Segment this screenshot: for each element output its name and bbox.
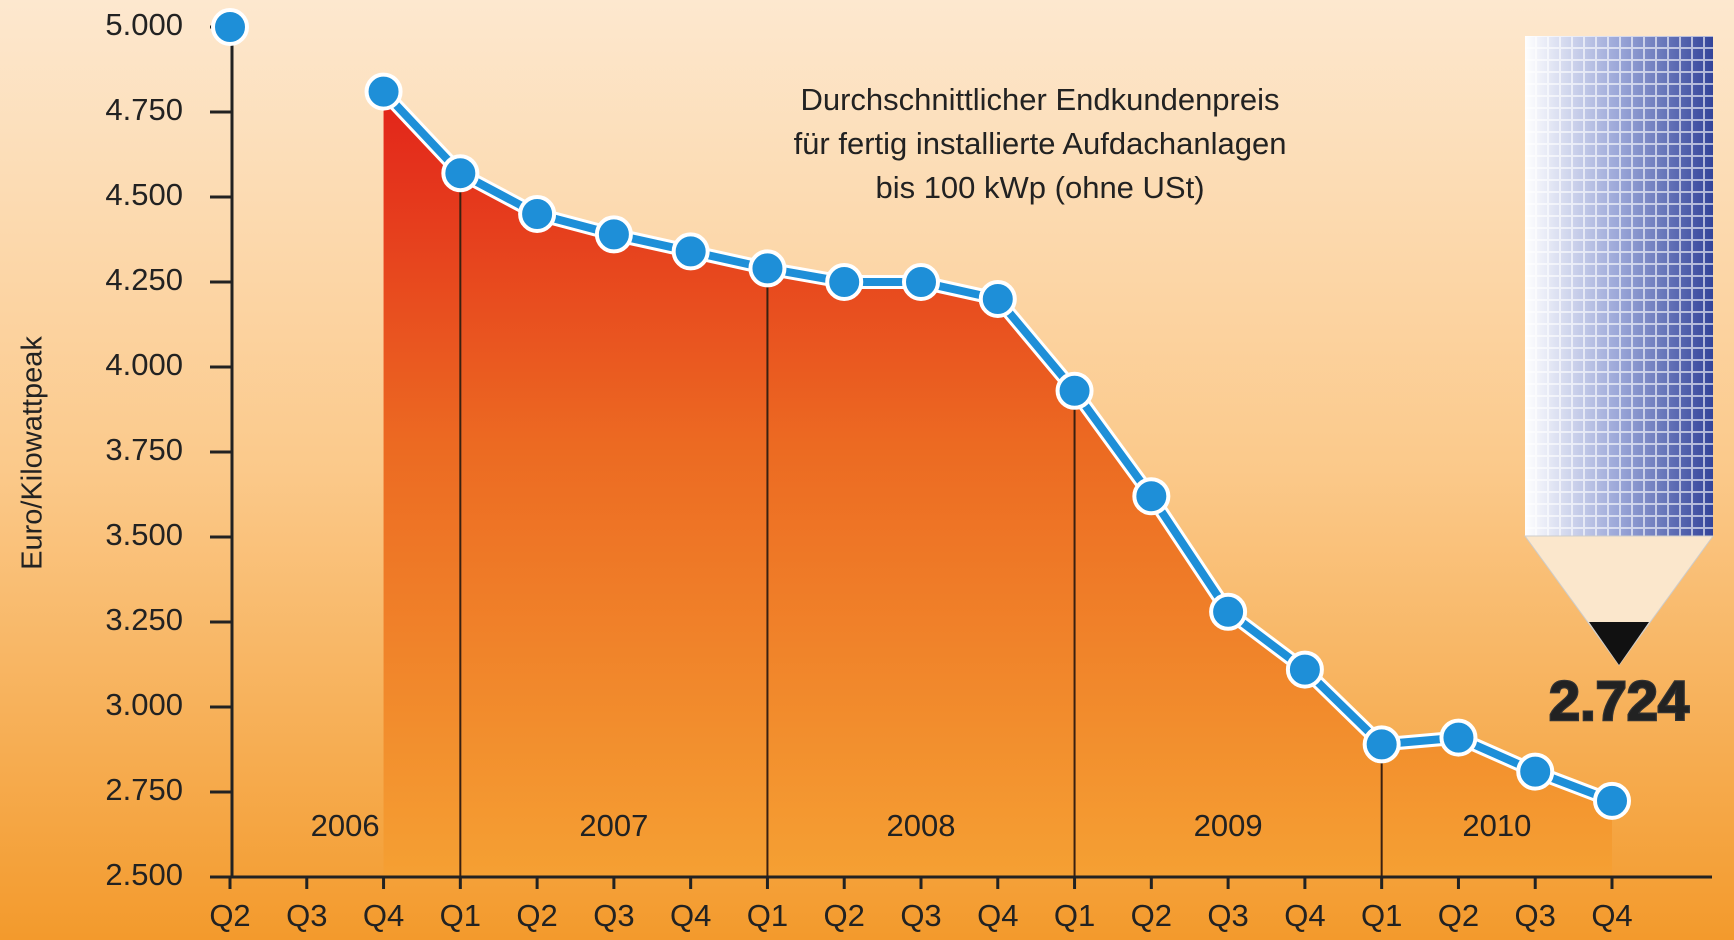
plot: 2006 2007 2008 2009 2010 2.500 2.750 3.000 3.250… xyxy=(105,7,1712,933)
y-axis-label: Euro/Kilowattpeak xyxy=(17,336,49,570)
x-tick-label: Q4 xyxy=(363,898,404,933)
x-tick-label: Q4 xyxy=(1591,898,1632,933)
x-tick-label: Q4 xyxy=(977,898,1018,933)
x-tick-label: Q1 xyxy=(440,898,481,933)
point xyxy=(1439,718,1478,757)
year-label: 2010 xyxy=(1462,808,1531,843)
y-tick-label: 5.000 xyxy=(105,7,183,42)
point xyxy=(1285,650,1324,689)
y-tick-label: 3.250 xyxy=(105,602,183,637)
point xyxy=(748,249,787,288)
year-label: 2009 xyxy=(1194,808,1263,843)
x-tick-label: Q3 xyxy=(593,898,634,933)
y-tick-label: 4.000 xyxy=(105,347,183,382)
point xyxy=(211,8,249,46)
x-tick-label: Q2 xyxy=(824,898,865,933)
year-label: 2008 xyxy=(887,808,956,843)
x-tick-label: Q2 xyxy=(1438,898,1479,933)
value-label: 2.724 xyxy=(1549,669,1689,732)
point xyxy=(1055,371,1094,410)
point xyxy=(441,154,480,193)
x-tick-label: Q3 xyxy=(900,898,941,933)
point xyxy=(671,232,710,271)
y-tick-label: 4.750 xyxy=(105,92,183,127)
x-tick-label: Q3 xyxy=(1515,898,1556,933)
y-tick-label: 4.500 xyxy=(105,177,183,212)
point xyxy=(364,72,403,111)
chart-title: Durchschnittlicher Endkundenpreis xyxy=(800,82,1279,117)
y-tick-label: 3.500 xyxy=(105,517,183,552)
x-tick-label: Q1 xyxy=(1054,898,1095,933)
x-tick-label: Q2 xyxy=(209,898,250,933)
point xyxy=(594,215,633,254)
point xyxy=(518,195,557,233)
x-tick-label: Q1 xyxy=(747,898,788,933)
x-tick-label: Q3 xyxy=(286,898,327,933)
point xyxy=(1209,592,1248,631)
point xyxy=(825,263,864,301)
point xyxy=(1516,752,1555,791)
y-tick-label: 4.250 xyxy=(105,262,183,297)
point xyxy=(978,280,1017,318)
y-tick-label: 3.750 xyxy=(105,432,183,467)
x-tick-label: Q3 xyxy=(1207,898,1248,933)
x-tick-label: Q2 xyxy=(1131,898,1172,933)
x-tick-label: Q4 xyxy=(1284,898,1325,933)
point xyxy=(902,263,940,301)
x-tick-label: Q1 xyxy=(1361,898,1402,933)
year-label: 2007 xyxy=(579,808,648,843)
pencil xyxy=(1524,36,1714,666)
y-tick-label: 2.500 xyxy=(105,857,183,892)
x-tick-label: Q4 xyxy=(670,898,711,933)
point xyxy=(1132,477,1171,516)
y-tick-label: 3.000 xyxy=(105,687,183,722)
year-label: 2006 xyxy=(311,808,380,843)
x-tick-label: Q2 xyxy=(516,898,557,933)
y-tick-label: 2.750 xyxy=(105,772,183,807)
point xyxy=(1593,781,1631,820)
point xyxy=(1362,725,1401,764)
chart-title: bis 100 kWp (ohne USt) xyxy=(875,170,1204,205)
chart-title: für fertig installierte Aufdachanlagen xyxy=(794,126,1287,161)
